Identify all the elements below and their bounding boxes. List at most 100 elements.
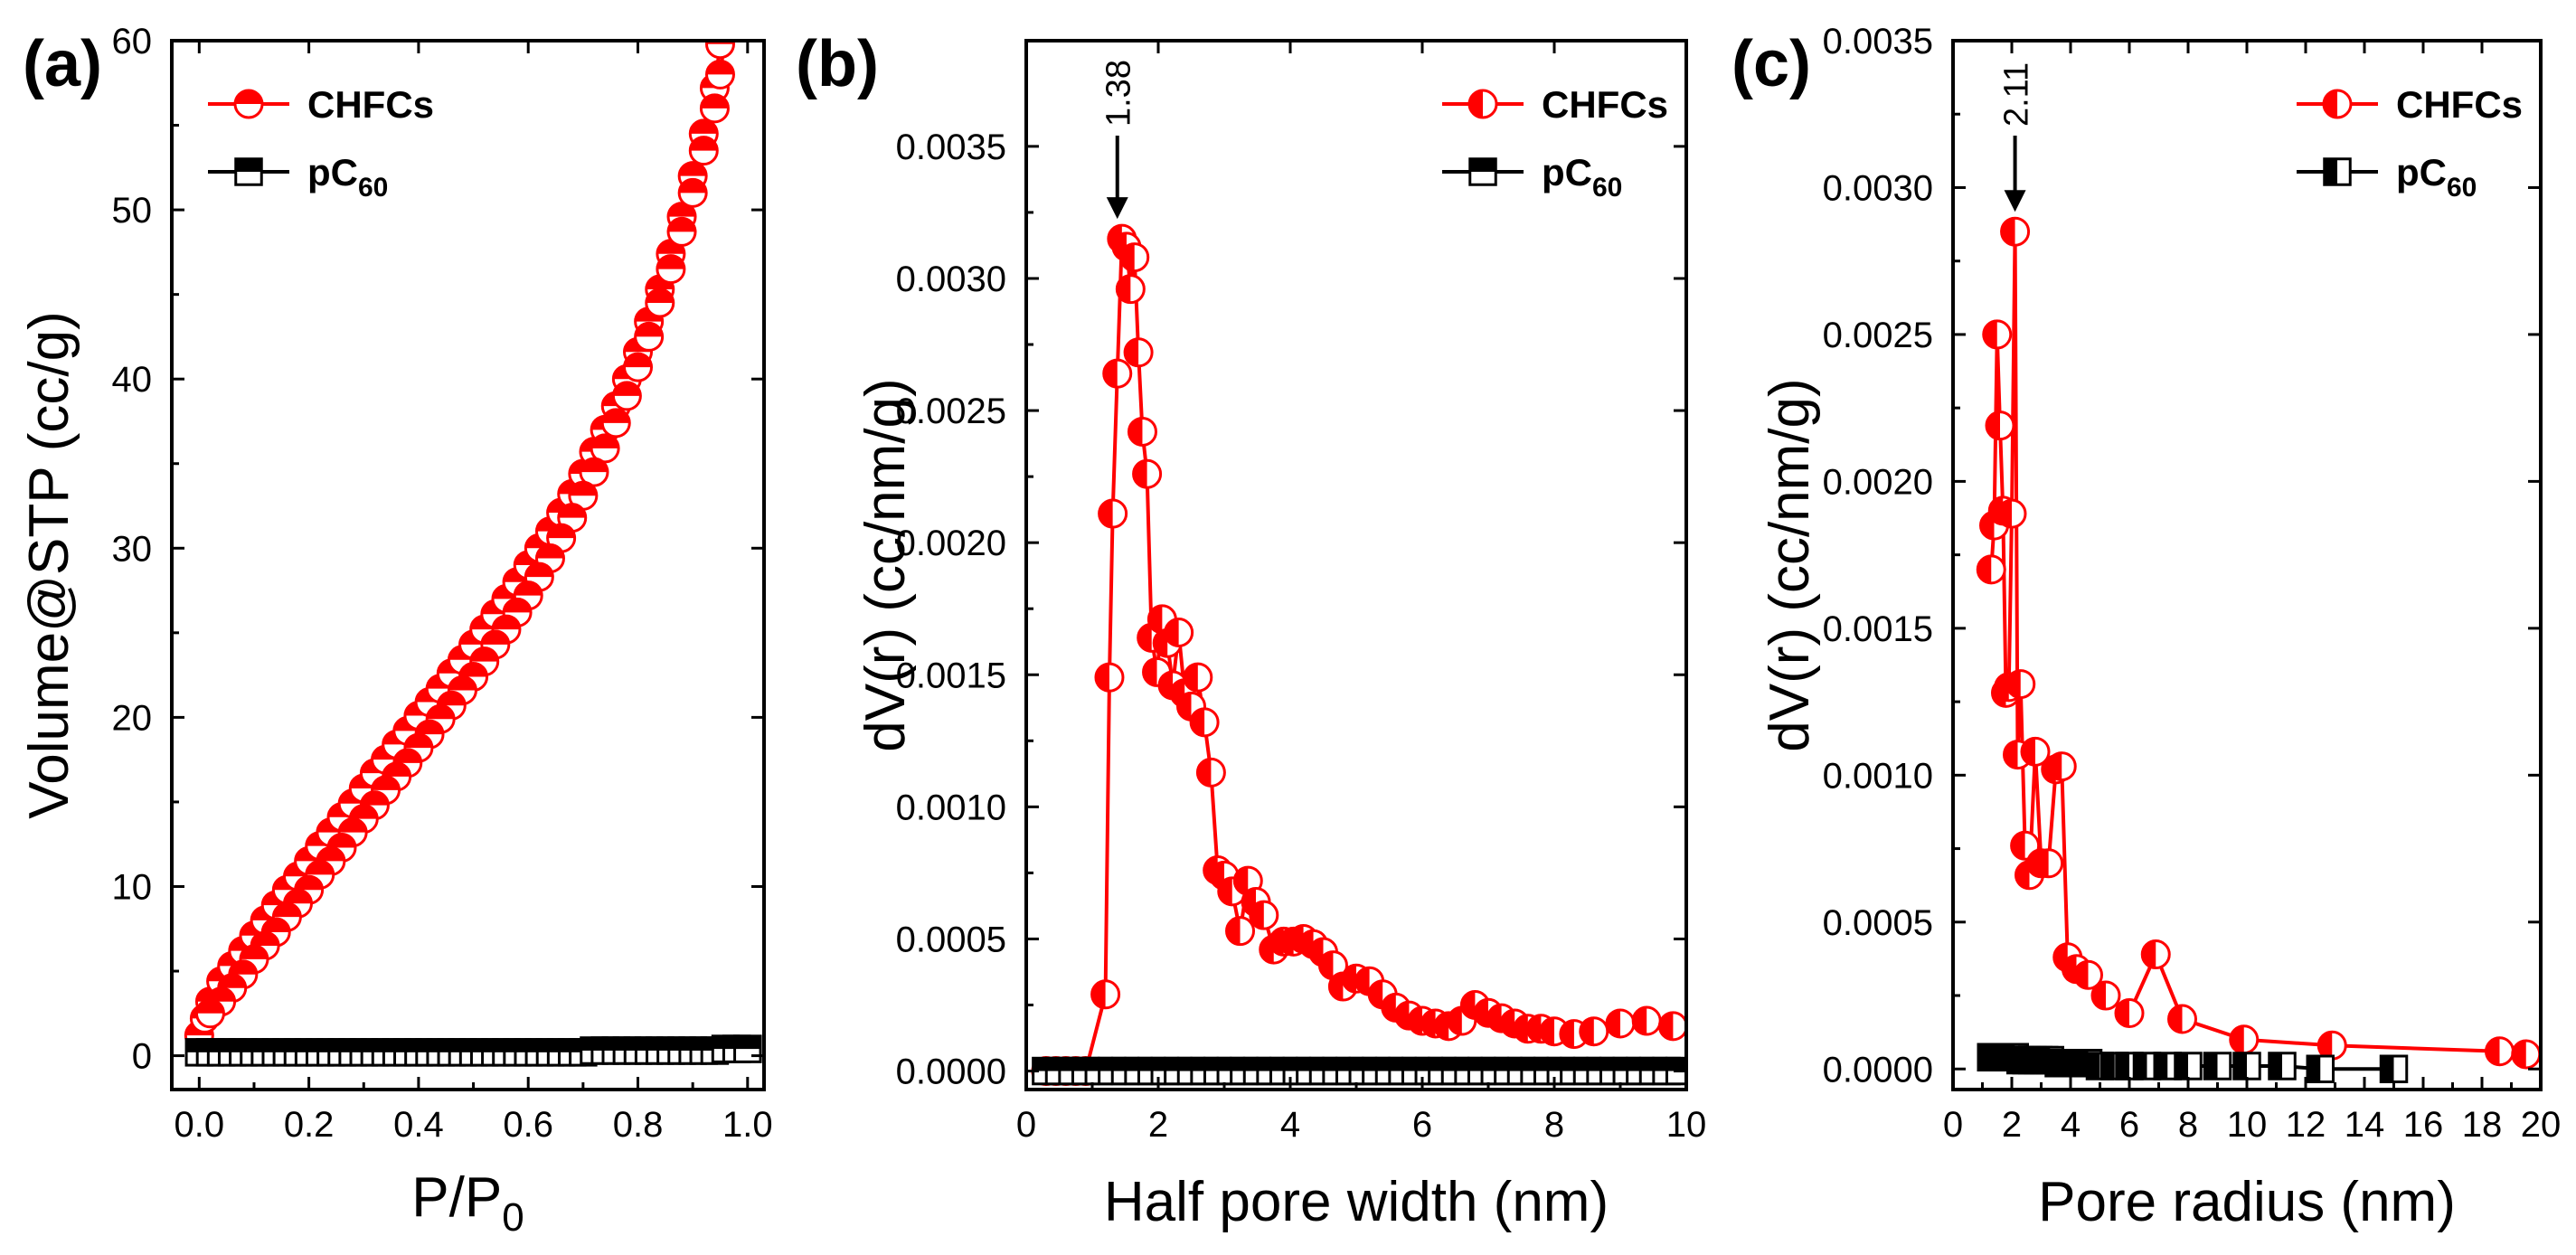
x-tick-label: 0.4	[393, 1105, 444, 1145]
data-point	[2033, 848, 2064, 879]
data-point	[1183, 662, 1213, 693]
marker-fill	[361, 791, 389, 806]
series-pc60	[1032, 1056, 1686, 1086]
marker-fill	[1120, 243, 1135, 271]
marker-fill	[1607, 1009, 1620, 1037]
marker-fill	[1659, 1012, 1674, 1040]
x-tick-label: 4	[2061, 1105, 2081, 1145]
data-point	[677, 177, 708, 208]
marker-fill	[393, 749, 421, 763]
marker-fill	[2048, 752, 2062, 780]
marker-fill	[656, 255, 684, 269]
marker-fill	[1103, 360, 1118, 388]
x-tick-label: 12	[2286, 1105, 2326, 1145]
marker-fill	[328, 834, 356, 848]
marker-fill	[1091, 980, 1106, 1008]
legend-entry-chfcs: CHFCs	[2297, 83, 2523, 126]
marker-fill	[416, 721, 444, 735]
y-axis-title: dV(r) (cc/nm/g)	[854, 378, 917, 751]
marker-fill	[1986, 411, 2000, 439]
y-tick-label: 0.0005	[896, 920, 1006, 959]
legend-label-main: CHFCs	[2396, 83, 2523, 126]
marker-fill	[235, 90, 262, 104]
data-point	[2232, 1052, 2261, 1080]
marker-fill	[569, 482, 597, 496]
marker-fill	[316, 847, 344, 862]
data-point	[2174, 1052, 2203, 1080]
marker-fill	[706, 61, 734, 75]
marker-fill	[602, 409, 630, 423]
x-axis-title: P/P0	[411, 1166, 524, 1240]
marker-fill	[1487, 1005, 1502, 1033]
y-tick-label: 0.0020	[1823, 462, 1933, 502]
marker-fill	[2062, 955, 2077, 983]
marker-fill	[2155, 1052, 2168, 1080]
data-point	[1119, 242, 1150, 273]
marker-outline	[718, 0, 745, 12]
x-tick-label: 0.8	[613, 1105, 664, 1145]
marker-fill	[1527, 1014, 1542, 1043]
marker-fill	[1159, 671, 1174, 699]
marker-fill	[690, 119, 718, 134]
marker-fill	[1435, 1012, 1449, 1040]
annotation-label: 2.11	[1998, 62, 2036, 127]
data-point	[1579, 1016, 1609, 1047]
y-tick-label: 10	[112, 867, 153, 907]
marker-fill	[2074, 961, 2089, 989]
marker-fill	[1269, 928, 1284, 956]
chart-panel-c: 0 2 4 6 8 10 12 14 16 18 20 0.0000 0.0005 0.0010 0.001…	[1731, 22, 2561, 1233]
marker-fill	[2022, 738, 2035, 766]
marker-fill	[1633, 1007, 1647, 1035]
marker-fill	[1475, 999, 1488, 1027]
marker-fill	[2142, 940, 2156, 968]
marker-fill	[1395, 1002, 1410, 1030]
y-tick-label: 0.0025	[896, 392, 1006, 431]
x-tick-label: 8	[2178, 1105, 2198, 1145]
marker-fill	[2324, 158, 2337, 185]
data-point	[2379, 1054, 2409, 1084]
marker-fill	[558, 504, 586, 518]
data-point	[666, 216, 697, 247]
marker-fill	[1355, 967, 1370, 996]
legend-entry-pc60: pC60	[208, 151, 388, 203]
y-tick-label: 20	[112, 698, 153, 738]
marker-fill	[1469, 90, 1483, 118]
data-point	[1127, 416, 1157, 447]
marker-fill	[1226, 917, 1241, 945]
x-tick-label: 2	[1148, 1105, 1168, 1145]
x-tick-label: 0.2	[284, 1105, 335, 1145]
data-point	[1225, 916, 1256, 947]
marker-fill	[2004, 741, 2018, 769]
marker-fill	[1343, 965, 1356, 993]
data-point	[590, 433, 620, 464]
marker-fill	[1421, 1009, 1436, 1037]
marker-fill	[2307, 1056, 2321, 1082]
marker-fill	[624, 354, 652, 368]
y-tick-label: 0.0035	[896, 127, 1006, 167]
marker-fill	[1125, 338, 1139, 366]
legend-label-main: CHFCs	[307, 83, 434, 126]
x-tick-label: 10	[2227, 1105, 2268, 1145]
marker-fill	[306, 861, 334, 875]
marker-fill	[1983, 320, 1997, 348]
data-point	[1195, 757, 1226, 788]
panel-label: (a)	[23, 28, 102, 100]
marker-fill	[1128, 418, 1143, 446]
data-point	[611, 381, 642, 411]
marker-fill	[1580, 1017, 1594, 1045]
marker-fill	[1977, 555, 1992, 583]
legend-label-sub: 60	[2447, 173, 2477, 203]
data-point	[623, 352, 654, 382]
annotation-label: 1.38	[1100, 60, 1138, 127]
plot-area	[1976, 216, 2541, 1084]
data-point	[2167, 1004, 2197, 1034]
legend-label-main: pC	[2396, 151, 2447, 193]
marker-fill	[591, 434, 619, 448]
data-point	[1976, 554, 2006, 585]
data-point	[704, 41, 735, 60]
x-tick-label: 1.0	[722, 1105, 773, 1145]
marker-fill	[679, 179, 707, 193]
marker-fill	[2116, 1052, 2129, 1080]
y-axis-title: dV(r) (cc/nm/g)	[1759, 378, 1821, 751]
